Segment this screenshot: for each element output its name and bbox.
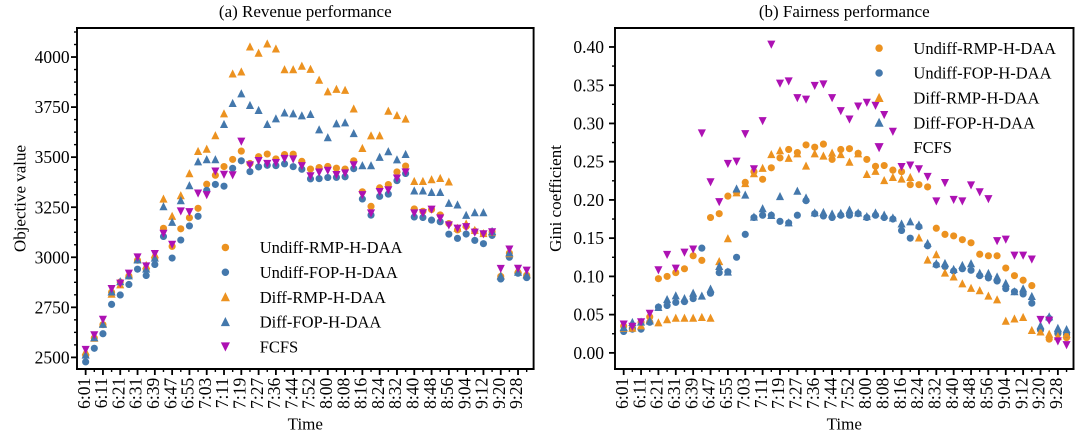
svg-text:6:01: 6:01 <box>74 378 94 409</box>
svg-text:(b) Fairness performance: (b) Fairness performance <box>759 2 930 21</box>
svg-text:Undiff-RMP-H-DAA: Undiff-RMP-H-DAA <box>260 238 403 257</box>
svg-text:6:47: 6:47 <box>160 378 180 409</box>
svg-text:6:55: 6:55 <box>178 378 198 409</box>
svg-text:9:12: 9:12 <box>472 378 492 409</box>
svg-text:8:24: 8:24 <box>368 378 388 409</box>
svg-text:3750: 3750 <box>35 97 70 117</box>
svg-text:8:40: 8:40 <box>942 378 962 409</box>
svg-text:8:48: 8:48 <box>420 378 440 409</box>
svg-text:7:19: 7:19 <box>230 378 250 409</box>
svg-text:0.05: 0.05 <box>573 305 604 325</box>
svg-text:7:11: 7:11 <box>212 378 232 408</box>
svg-text:6:39: 6:39 <box>681 378 701 409</box>
svg-text:0.25: 0.25 <box>573 152 604 172</box>
svg-text:6:39: 6:39 <box>143 378 163 409</box>
svg-text:8:24: 8:24 <box>907 378 927 409</box>
svg-text:0.00: 0.00 <box>573 343 604 363</box>
svg-text:9:20: 9:20 <box>489 378 509 409</box>
svg-text:6:11: 6:11 <box>629 378 649 408</box>
svg-text:6:01: 6:01 <box>612 378 632 409</box>
svg-text:6:55: 6:55 <box>716 378 736 409</box>
svg-text:0.15: 0.15 <box>573 228 604 248</box>
svg-text:8:00: 8:00 <box>316 378 336 409</box>
svg-text:7:52: 7:52 <box>838 378 858 409</box>
svg-text:2750: 2750 <box>35 297 70 317</box>
svg-text:FCFS: FCFS <box>913 138 952 157</box>
svg-text:0.40: 0.40 <box>573 37 604 57</box>
svg-text:8:32: 8:32 <box>925 378 945 409</box>
svg-text:3250: 3250 <box>35 197 70 217</box>
svg-text:Diff-RMP-H-DAA: Diff-RMP-H-DAA <box>913 89 1039 108</box>
svg-text:0.10: 0.10 <box>573 266 604 286</box>
svg-text:3000: 3000 <box>35 247 70 267</box>
svg-text:4000: 4000 <box>35 47 70 67</box>
svg-text:6:21: 6:21 <box>108 378 128 409</box>
svg-text:8:00: 8:00 <box>855 378 875 409</box>
svg-text:6:31: 6:31 <box>126 378 146 409</box>
svg-text:8:56: 8:56 <box>977 378 997 409</box>
svg-text:9:04: 9:04 <box>994 378 1014 409</box>
svg-text:7:27: 7:27 <box>786 378 806 409</box>
svg-text:Diff-RMP-H-DAA: Diff-RMP-H-DAA <box>260 288 386 307</box>
svg-text:9:20: 9:20 <box>1029 378 1049 409</box>
svg-text:Gini coefficient: Gini coefficient <box>546 145 565 252</box>
svg-text:9:12: 9:12 <box>1011 378 1031 409</box>
svg-text:7:36: 7:36 <box>803 378 823 409</box>
svg-text:7:03: 7:03 <box>733 378 753 409</box>
svg-text:8:16: 8:16 <box>351 378 371 409</box>
svg-text:7:27: 7:27 <box>247 378 267 409</box>
svg-text:3500: 3500 <box>35 147 70 167</box>
svg-text:9:04: 9:04 <box>454 378 474 409</box>
svg-text:0.20: 0.20 <box>573 190 604 210</box>
svg-text:Undiff-RMP-H-DAA: Undiff-RMP-H-DAA <box>913 39 1056 58</box>
svg-text:8:08: 8:08 <box>333 378 353 409</box>
svg-text:9:28: 9:28 <box>1046 378 1066 409</box>
svg-text:7:36: 7:36 <box>264 378 284 409</box>
svg-text:7:44: 7:44 <box>281 378 301 409</box>
svg-text:Time: Time <box>827 415 862 434</box>
svg-text:Time: Time <box>288 415 323 434</box>
svg-text:7:44: 7:44 <box>820 378 840 409</box>
svg-text:7:03: 7:03 <box>195 378 215 409</box>
svg-text:8:08: 8:08 <box>872 378 892 409</box>
svg-text:8:56: 8:56 <box>437 378 457 409</box>
svg-text:8:16: 8:16 <box>890 378 910 409</box>
svg-text:6:31: 6:31 <box>664 378 684 409</box>
svg-text:Objective value: Objective value <box>10 145 29 252</box>
svg-text:Undiff-FOP-H-DAA: Undiff-FOP-H-DAA <box>260 263 398 282</box>
svg-text:7:52: 7:52 <box>299 378 319 409</box>
svg-text:9:28: 9:28 <box>506 378 526 409</box>
svg-text:6:11: 6:11 <box>91 378 111 408</box>
svg-text:(a) Revenue performance: (a) Revenue performance <box>219 2 392 21</box>
svg-text:Undiff-FOP-H-DAA: Undiff-FOP-H-DAA <box>913 64 1051 83</box>
svg-text:Diff-FOP-H-DAA: Diff-FOP-H-DAA <box>913 113 1035 132</box>
svg-text:7:19: 7:19 <box>768 378 788 409</box>
svg-text:2500: 2500 <box>35 347 70 367</box>
svg-text:6:47: 6:47 <box>699 378 719 409</box>
svg-text:8:48: 8:48 <box>959 378 979 409</box>
svg-text:0.30: 0.30 <box>573 114 604 134</box>
svg-text:6:21: 6:21 <box>647 378 667 409</box>
svg-text:8:40: 8:40 <box>402 378 422 409</box>
svg-text:FCFS: FCFS <box>260 337 299 356</box>
svg-text:Diff-FOP-H-DAA: Diff-FOP-H-DAA <box>260 313 382 332</box>
svg-text:0.35: 0.35 <box>573 75 604 95</box>
svg-text:7:11: 7:11 <box>751 378 771 408</box>
svg-text:8:32: 8:32 <box>385 378 405 409</box>
